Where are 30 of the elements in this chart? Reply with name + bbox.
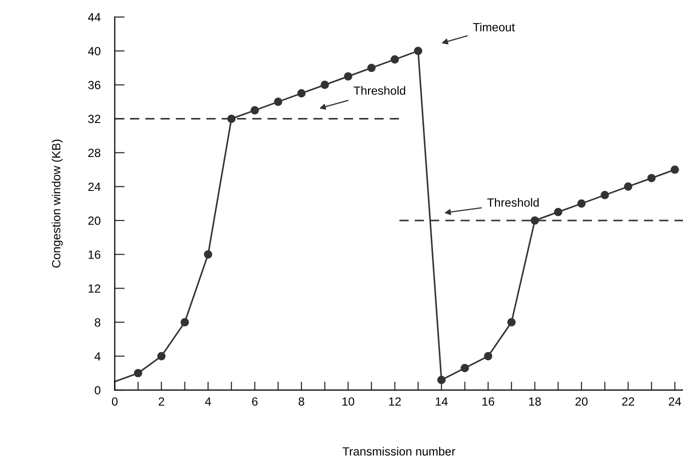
y-tick-label: 20 <box>88 216 100 225</box>
y-axis-title: Congestion window (KB) <box>52 140 63 268</box>
y-tick-label: 4 <box>94 352 101 360</box>
x-tick-label: 22 <box>622 397 634 406</box>
x-tick-label: 6 <box>252 397 258 406</box>
y-tick-label: 28 <box>88 148 100 158</box>
x-tick-label: 24 <box>668 397 682 406</box>
y-tick-label: 44 <box>88 13 101 22</box>
x-tick-label: 14 <box>436 397 448 406</box>
y-tick-label: 36 <box>88 80 100 90</box>
x-tick-label: 2 <box>158 397 164 406</box>
y-tick-label: 40 <box>88 46 100 56</box>
x-axis-title: Transmission number <box>342 446 456 456</box>
y-tick-label: 12 <box>88 284 100 293</box>
x-tick-label: 20 <box>576 397 588 406</box>
x-tick-label: 4 <box>205 397 212 406</box>
x-tick-label: 8 <box>298 397 304 406</box>
y-tick-label: 8 <box>94 318 100 327</box>
x-tick-label: 10 <box>342 397 354 406</box>
annotation: Threshold <box>487 198 539 207</box>
y-tick-label: 32 <box>88 114 100 124</box>
x-tick-label: 18 <box>529 397 541 406</box>
x-tick-label: 16 <box>482 397 494 406</box>
annotation: Timeout <box>473 22 515 32</box>
annotation: Threshold <box>354 86 406 95</box>
y-tick-label: 16 <box>88 250 100 259</box>
y-tick-label: 0 <box>94 386 100 394</box>
x-tick-label: 12 <box>389 397 401 406</box>
y-tick-label: 24 <box>88 182 101 191</box>
x-tick-label: 0 <box>112 397 118 406</box>
